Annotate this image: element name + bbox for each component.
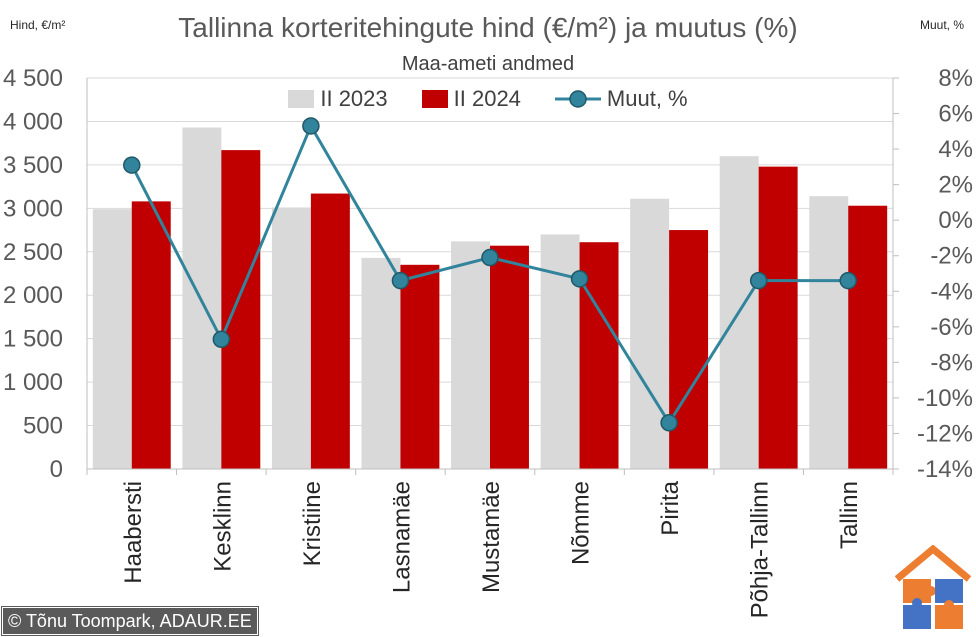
y-left-tick-label: 2 000 xyxy=(3,282,63,309)
y-left-tick-label: 1 500 xyxy=(3,326,63,353)
bar-2023 xyxy=(451,241,490,469)
x-category-label: Tallinn xyxy=(836,481,863,549)
y-right-tick-label: -4% xyxy=(930,278,973,305)
change-point xyxy=(391,271,410,290)
y-right-tick-label: -8% xyxy=(930,349,973,376)
y-right-tick-label: 2% xyxy=(938,172,973,199)
y-left-tick-label: 4 000 xyxy=(3,108,63,135)
y-right-tick-label: 8% xyxy=(938,65,973,92)
legend-swatch-2023 xyxy=(288,90,315,108)
y-right-tick-label: 4% xyxy=(938,136,973,163)
y-left-tick-label: 3 000 xyxy=(3,195,63,222)
y-right-tick-label: -12% xyxy=(917,420,973,447)
bar-2024 xyxy=(669,230,709,469)
legend-label-2023: II 2023 xyxy=(320,86,388,111)
bar-2024 xyxy=(131,201,171,470)
change-line xyxy=(123,117,857,432)
y-right-tick-label: -6% xyxy=(930,314,973,341)
legend-item-change: Muut, % xyxy=(554,86,688,112)
x-category-label: Kesklinn xyxy=(209,481,236,572)
legend-label-change: Muut, % xyxy=(606,86,688,111)
y-left-tick-label: 500 xyxy=(23,413,63,440)
y-left-axis-label: Hind, €/m² xyxy=(10,18,66,32)
bar-2023 xyxy=(92,209,132,470)
y-right-ticks: -14% -12% -10% -8% -6% -4% -2% 0% 2% 4% 6% 8% xyxy=(893,65,973,483)
x-category-label: Pirita xyxy=(657,480,684,535)
change-point xyxy=(839,271,857,290)
x-category-label: Põhja-Tallinn xyxy=(747,481,774,618)
change-point xyxy=(660,414,678,432)
x-category-label: Mustamäe xyxy=(478,481,505,593)
y-left-ticks: 0 500 1 000 1 500 2 000 2 500 3 000 3 500 4 000 4… xyxy=(3,65,63,483)
x-category-label: Haabersti xyxy=(120,481,147,584)
change-point xyxy=(123,156,141,174)
bar-2024 xyxy=(400,264,440,469)
chart-title: Tallinna korteritehingute hind (€/m²) ja… xyxy=(178,12,798,43)
change-point xyxy=(570,270,589,288)
bar-2024 xyxy=(490,245,529,469)
change-point xyxy=(302,117,320,135)
x-category-label: Nõmme xyxy=(568,481,595,565)
legend-item-2023: II 2023 xyxy=(288,86,388,112)
house-puzzle-logo-icon xyxy=(894,545,972,629)
y-left-tick-label: 3 500 xyxy=(3,152,63,179)
legend-swatch-2024 xyxy=(421,90,448,108)
change-point xyxy=(749,271,768,290)
chart-subtitle: Maa-ameti andmed xyxy=(401,53,575,75)
y-right-tick-label: 6% xyxy=(938,101,973,128)
legend-label-2024: II 2024 xyxy=(453,86,521,111)
legend: II 2023 II 2024 Muut, % xyxy=(0,86,976,112)
bar-2024 xyxy=(310,193,350,469)
bar-2023 xyxy=(809,196,849,469)
copyright-badge: © Tõnu Toompark, ADAUR.EE xyxy=(1,606,259,636)
x-category-label: Lasnamäe xyxy=(388,481,415,593)
y-right-tick-label: 0% xyxy=(938,207,973,234)
y-left-tick-label: 2 500 xyxy=(3,239,63,266)
bars xyxy=(92,127,888,470)
legend-line-marker-icon xyxy=(554,90,601,108)
change-point xyxy=(481,248,499,267)
bar-2023 xyxy=(271,207,311,469)
legend-item-2024: II 2024 xyxy=(421,86,521,112)
category-labels: Haabersti Kesklinn Kristiine Lasnamäe Mustam… xyxy=(120,480,863,618)
y-right-tick-label: -2% xyxy=(930,243,973,270)
change-point xyxy=(212,330,231,349)
bar-2024 xyxy=(848,205,888,469)
y-right-tick-label: -14% xyxy=(917,456,973,483)
axes xyxy=(86,78,894,475)
y-left-tick-label: 1 000 xyxy=(3,369,63,396)
bar-2024 xyxy=(221,150,261,469)
y-right-tick-label: -10% xyxy=(917,385,973,412)
bar-2024 xyxy=(758,166,798,470)
y-right-axis-label: Muut, % xyxy=(919,18,964,32)
y-left-tick-label: 4 500 xyxy=(3,65,63,92)
x-category-label: Kristiine xyxy=(299,481,326,566)
bar-2023 xyxy=(361,257,401,469)
y-left-tick-label: 0 xyxy=(50,456,63,483)
